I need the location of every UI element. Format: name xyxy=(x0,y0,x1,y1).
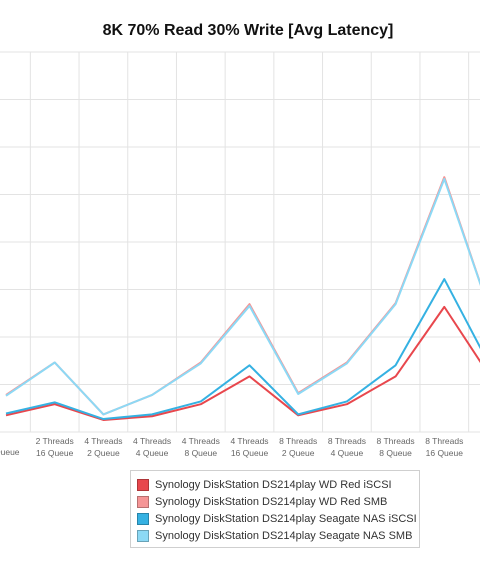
legend-swatch xyxy=(137,496,149,508)
tick-label: 4 Threads xyxy=(182,436,220,446)
legend-item-seagate-smb[interactable]: Synology DiskStation DS214play Seagate N… xyxy=(137,528,412,544)
legend-swatch xyxy=(137,513,149,525)
tick-label: 4 Threads xyxy=(133,436,171,446)
legend: Synology DiskStation DS214play WD Red iS… xyxy=(130,470,420,548)
tick-label-partial: Queue xyxy=(0,447,20,457)
series-lines xyxy=(5,176,480,421)
tick-label: 2 Threads xyxy=(36,436,74,446)
tick-label: 8 Threads xyxy=(328,436,366,446)
series-line-1 xyxy=(5,176,480,416)
tick-label: 4 Threads xyxy=(84,436,122,446)
tick-label: 8 Queue xyxy=(184,448,217,458)
tick-label: 4 Queue xyxy=(331,448,364,458)
legend-label: Synology DiskStation DS214play Seagate N… xyxy=(155,513,417,525)
legend-item-wd-red-smb[interactable]: Synology DiskStation DS214play WD Red SM… xyxy=(137,494,387,510)
legend-swatch xyxy=(137,530,149,542)
legend-item-wd-red-iscsi[interactable]: Synology DiskStation DS214play WD Red iS… xyxy=(137,477,392,493)
x-axis-ticks: Queue 2 Threads 16 Queue 4 Threads 2 Queue 4 … xyxy=(0,436,464,458)
tick-label: 8 Threads xyxy=(425,436,463,446)
tick-label: 16 Queue xyxy=(426,448,464,458)
tick-label: 2 Queue xyxy=(87,448,120,458)
tick-label: 4 Queue xyxy=(136,448,169,458)
tick-label: 16 Queue xyxy=(36,448,74,458)
tick-label: 2 Queue xyxy=(282,448,315,458)
series-line-0 xyxy=(5,305,480,421)
legend-swatch xyxy=(137,479,149,491)
legend-label: Synology DiskStation DS214play WD Red iS… xyxy=(155,479,392,491)
tick-label: 4 Threads xyxy=(230,436,268,446)
legend-item-seagate-iscsi[interactable]: Synology DiskStation DS214play Seagate N… xyxy=(137,511,417,527)
legend-label: Synology DiskStation DS214play WD Red SM… xyxy=(155,496,388,508)
legend-label: Synology DiskStation DS214play Seagate N… xyxy=(155,530,413,542)
series-line-2 xyxy=(5,278,480,421)
tick-label: 16 Queue xyxy=(231,448,269,458)
grid xyxy=(0,51,480,433)
tick-label: 8 Threads xyxy=(279,436,317,446)
tick-label: 8 Threads xyxy=(377,436,415,446)
chart-title: 8K 70% Read 30% Write [Avg Latency] xyxy=(103,22,394,39)
tick-label: 8 Queue xyxy=(379,448,412,458)
